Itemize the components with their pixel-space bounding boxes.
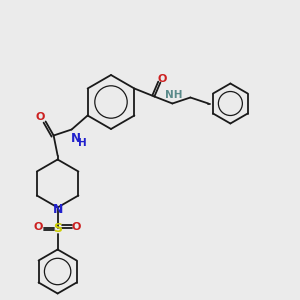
Text: S: S — [53, 222, 62, 235]
Text: H: H — [78, 139, 87, 148]
Text: O: O — [72, 223, 81, 232]
Text: O: O — [34, 223, 43, 232]
Text: N: N — [70, 132, 81, 145]
Text: O: O — [36, 112, 45, 122]
Text: NH: NH — [165, 91, 182, 100]
Text: N: N — [52, 203, 63, 216]
Text: O: O — [158, 74, 167, 83]
